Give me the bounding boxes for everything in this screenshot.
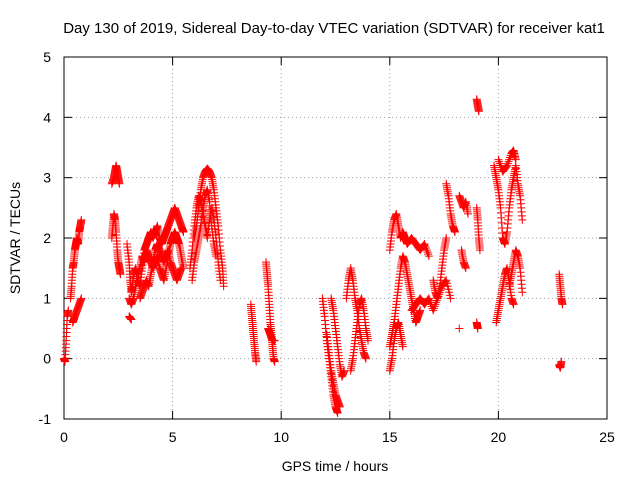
data-point: [333, 408, 342, 417]
chart-title: Day 130 of 2019, Sidereal Day-to-day VTE…: [63, 20, 605, 37]
data-point: [503, 159, 512, 168]
y-tick-labels: -1 0 1 2 3 4 5: [39, 49, 52, 427]
data-point: [179, 227, 188, 236]
data-point: [364, 336, 373, 345]
data-point: [494, 155, 503, 164]
data-point: [473, 324, 482, 333]
data-point: [463, 209, 472, 218]
data-point: [270, 357, 279, 366]
y-tick-label: 1: [43, 290, 51, 306]
x-tick-label: 5: [169, 429, 177, 445]
data-point: [127, 315, 136, 324]
x-tick-labels: 0 5 10 15 20 25: [60, 429, 615, 445]
data-point: [518, 215, 527, 224]
data-point: [461, 264, 470, 273]
y-tick-label: 3: [43, 170, 51, 186]
y-axis-label: SDTVAR / TECUs: [7, 182, 23, 294]
data-point: [431, 300, 440, 309]
data-point: [252, 357, 261, 366]
data-point: [424, 294, 433, 303]
data-point: [335, 402, 344, 411]
data-point: [361, 354, 370, 363]
data-point: [446, 294, 455, 303]
data-point: [422, 244, 430, 253]
data-point: [505, 153, 514, 162]
data-point: [416, 306, 425, 315]
data-point: [425, 296, 434, 305]
axis-ticks: [63, 56, 608, 420]
x-tick-label: 20: [491, 429, 507, 445]
x-tick-label: 25: [599, 429, 615, 445]
data-point: [430, 302, 439, 311]
data-point: [64, 306, 73, 315]
data-point: [77, 215, 86, 224]
data-point: [441, 277, 450, 286]
data-point: [557, 357, 566, 366]
data-point: [475, 246, 484, 255]
data-point: [432, 298, 441, 307]
data-point: [429, 306, 438, 315]
data-point: [495, 157, 504, 166]
data-point: [501, 163, 510, 172]
x-axis-label: GPS time / hours: [282, 458, 389, 474]
data-point: [518, 288, 527, 297]
x-tick-label: 0: [60, 429, 68, 445]
data-point: [474, 107, 483, 116]
data-point: [442, 234, 451, 242]
data-point: [219, 282, 228, 291]
data-point: [216, 276, 225, 285]
data-point: [177, 264, 186, 273]
data-point: [422, 246, 431, 255]
data-point: [423, 248, 432, 257]
y-tick-label: 2: [43, 230, 51, 246]
data-point: [450, 227, 459, 236]
data-point: [212, 252, 221, 261]
data-point: [115, 179, 124, 188]
y-tick-label: 0: [43, 351, 51, 367]
data-points: [60, 95, 567, 417]
data-point: [429, 304, 438, 313]
data-point: [424, 250, 433, 259]
data-point: [270, 336, 279, 345]
y-tick-label: 5: [43, 49, 51, 65]
data-point: [504, 157, 513, 166]
data-point: [455, 324, 464, 333]
data-point: [511, 155, 520, 164]
data-point: [116, 270, 125, 279]
data-point: [424, 252, 433, 261]
data-point: [420, 240, 429, 249]
data-point: [421, 242, 430, 251]
y-tick-label: -1: [39, 411, 52, 427]
data-point: [509, 300, 518, 309]
data-point: [503, 161, 512, 170]
data-point: [77, 294, 86, 303]
data-point: [558, 300, 567, 309]
y-tick-label: 4: [43, 109, 51, 125]
data-point: [495, 159, 504, 168]
data-point: [398, 342, 407, 351]
x-tick-label: 10: [273, 429, 289, 445]
x-tick-label: 15: [382, 429, 398, 445]
